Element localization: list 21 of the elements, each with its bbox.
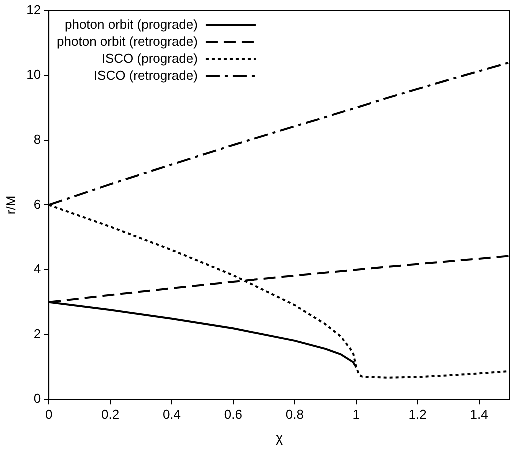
y-tick-label: 0 <box>34 391 42 406</box>
y-tick-label: 4 <box>34 262 42 277</box>
x-axis-title: χ <box>276 429 284 446</box>
y-axis-title: r/M <box>3 196 18 215</box>
x-tick-label: 1.4 <box>470 406 488 422</box>
y-tick-label: 6 <box>34 196 42 212</box>
x-tick-label: 0.8 <box>286 406 304 422</box>
x-tick-label: 1 <box>352 406 360 422</box>
y-tick-label: 8 <box>34 132 42 147</box>
y-tick-label: 12 <box>26 2 42 18</box>
x-tick-label: 1.2 <box>408 406 427 422</box>
legend-label: photon orbit (retrograde) <box>57 34 198 49</box>
y-tick-label: 10 <box>26 67 42 82</box>
x-tick-label: 0.4 <box>162 406 182 422</box>
legend-label: ISCO (prograde) <box>102 50 198 66</box>
x-tick-label: 0 <box>45 406 53 422</box>
x-tick-label: 0.2 <box>101 406 120 422</box>
legend-label: ISCO (retrograde) <box>94 68 198 83</box>
legend-label: photon orbit (prograde) <box>64 16 198 32</box>
x-tick-label: 0.6 <box>224 406 242 422</box>
y-tick-label: 2 <box>34 326 42 342</box>
